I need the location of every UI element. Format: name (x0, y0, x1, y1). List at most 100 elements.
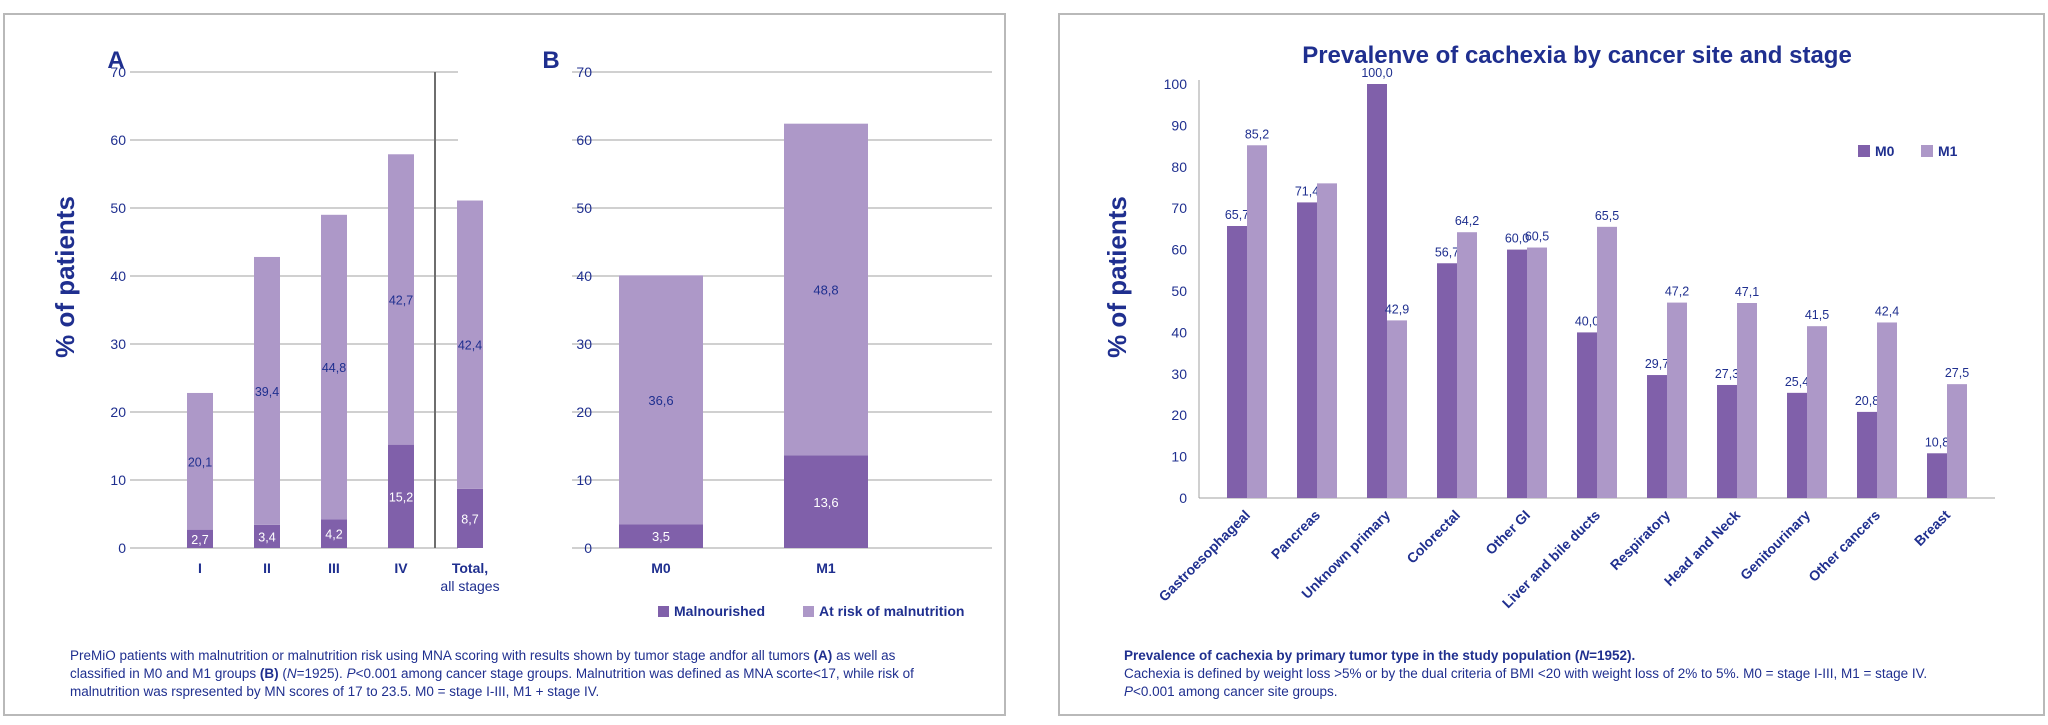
x-tick-label-a: I (198, 560, 202, 576)
y-tick-label-c: 60 (1171, 242, 1187, 258)
caption-title-text: =1952). (1589, 648, 1636, 663)
x-tick-label-b: M0 (651, 560, 671, 576)
legend-m0-swatch (1858, 145, 1870, 157)
y-tick-label-a: 10 (110, 472, 126, 488)
data-label-b: 36,6 (648, 393, 673, 408)
caption-text: <0.001 among cancer site groups. (1133, 684, 1338, 699)
data-label-c: 25,4 (1785, 375, 1809, 389)
data-label-c: 10,8 (1925, 435, 1949, 449)
bar-c-m0 (1927, 453, 1947, 498)
data-label-c: 42,4 (1875, 304, 1899, 318)
data-label-c: 20,8 (1855, 394, 1879, 408)
y-tick-label-a: 70 (110, 64, 126, 80)
bar-c-m1 (1527, 247, 1547, 498)
y-tick-label-b: 60 (576, 132, 592, 148)
x-tick-label-a: II (263, 560, 271, 576)
x-tick-label-a: IV (394, 560, 408, 576)
y-tick-label-b: 10 (576, 472, 592, 488)
bar-c-m1 (1317, 183, 1337, 499)
y-tick-label-a: 40 (110, 268, 126, 284)
bar-c-m1 (1807, 326, 1827, 498)
bar-c-m1 (1457, 232, 1477, 498)
data-label-c: 65,7 (1225, 208, 1249, 222)
data-label-c: 100,0 (1361, 66, 1392, 80)
bar-a-at-risk (388, 154, 414, 445)
bar-c-m0 (1787, 392, 1807, 498)
data-label-a: 3,4 (258, 530, 275, 544)
y-tick-label-a: 30 (110, 336, 126, 352)
legend-at-risk-swatch (803, 606, 814, 617)
caption-text: =1925). (296, 666, 343, 681)
y-tick-label-c: 20 (1171, 407, 1187, 423)
y-tick-label-c: 90 (1171, 117, 1187, 133)
y-tick-label-c: 100 (1164, 76, 1188, 92)
left-figure-caption: PreMiO patients with malnutrition or mal… (70, 647, 950, 701)
caption-ref-a: (A) (813, 648, 833, 663)
bar-a-malnourished (321, 519, 347, 548)
bar-a-at-risk (187, 392, 213, 530)
y-tick-label-a: 0 (118, 540, 126, 556)
data-label-a: 2,7 (191, 533, 208, 547)
bar-b-malnourished (619, 524, 703, 548)
data-label-c: 29,7 (1645, 357, 1669, 371)
right-figure-caption: Prevalence of cachexia by primary tumor … (1124, 647, 2024, 701)
data-label-c: 27,5 (1945, 366, 1969, 380)
caption-italic: N (1579, 648, 1590, 663)
data-label-a: 15,2 (389, 490, 413, 504)
legend-malnourished-swatch (658, 606, 669, 617)
y-tick-label-b: 30 (576, 336, 592, 352)
data-label-c: 27,3 (1715, 367, 1739, 381)
bar-a-at-risk (321, 214, 347, 520)
caption-italic: P (346, 666, 356, 681)
data-label-a: 20,1 (188, 455, 212, 469)
bar-c-m1 (1877, 322, 1897, 498)
x-tick-label-c: Other cancers (1805, 507, 1883, 585)
data-label-c: 64,2 (1455, 214, 1479, 228)
bar-a-at-risk (254, 256, 280, 525)
x-tick-label-c: Genitourinary (1737, 507, 1813, 583)
bar-a-malnourished (457, 488, 483, 548)
data-label-a: 42,7 (389, 293, 413, 307)
x-tick-label-c: Pancreas (1268, 507, 1323, 562)
panel-label-a: A (107, 47, 124, 74)
bar-a-malnourished (187, 529, 213, 548)
bar-c-m1 (1597, 226, 1617, 498)
caption-italic: P (1124, 684, 1134, 699)
bar-c-m0 (1367, 84, 1387, 498)
x-tick-label-a: Total, (452, 560, 488, 576)
bar-c-m0 (1647, 375, 1667, 498)
data-label-a: 8,7 (461, 512, 478, 526)
bar-c-m1 (1667, 302, 1687, 498)
bar-b-malnourished (784, 455, 868, 548)
bar-c-m0 (1297, 202, 1317, 499)
y-tick-label-c: 70 (1171, 200, 1187, 216)
bar-c-m1 (1387, 320, 1407, 498)
bar-c-m0 (1577, 332, 1597, 498)
bar-a-at-risk (457, 200, 483, 489)
data-label-b: 48,8 (813, 283, 838, 298)
data-label-a: 42,4 (458, 339, 482, 353)
caption-line: Cachexia is defined by weight loss >5% o… (1124, 666, 1928, 681)
data-label-b: 3,5 (652, 529, 670, 544)
x-tick-label-c: Gastroesophageal (1155, 507, 1253, 605)
caption-italic: N (286, 666, 297, 681)
bar-b-at-risk (619, 275, 703, 525)
x-tick-label-a: III (328, 560, 340, 576)
y-tick-label-c: 50 (1171, 283, 1187, 299)
data-label-c: 47,1 (1735, 285, 1759, 299)
caption-title: Prevalence of cachexia by primary tumor … (1124, 647, 2024, 665)
y-tick-label-c: 30 (1171, 366, 1187, 382)
y-tick-label-c: 0 (1179, 490, 1187, 506)
bar-c-m0 (1857, 411, 1877, 498)
caption-line: P<0.001 among cancer site groups. (1124, 683, 2024, 701)
bar-c-m1 (1247, 145, 1267, 498)
y-axis-title-a: % of patients (50, 196, 80, 358)
caption-text: ( (282, 666, 287, 681)
y-tick-label-b: 20 (576, 404, 592, 420)
data-label-c: 71,4 (1295, 184, 1319, 198)
bar-c-m0 (1717, 384, 1737, 498)
chart-title: Prevalenve of cachexia by cancer site an… (1302, 42, 1852, 69)
x-tick-label-c: Breast (1911, 507, 1953, 549)
y-axis-title-c: % of patients (1102, 196, 1132, 358)
data-label-a: 44,8 (322, 361, 346, 375)
